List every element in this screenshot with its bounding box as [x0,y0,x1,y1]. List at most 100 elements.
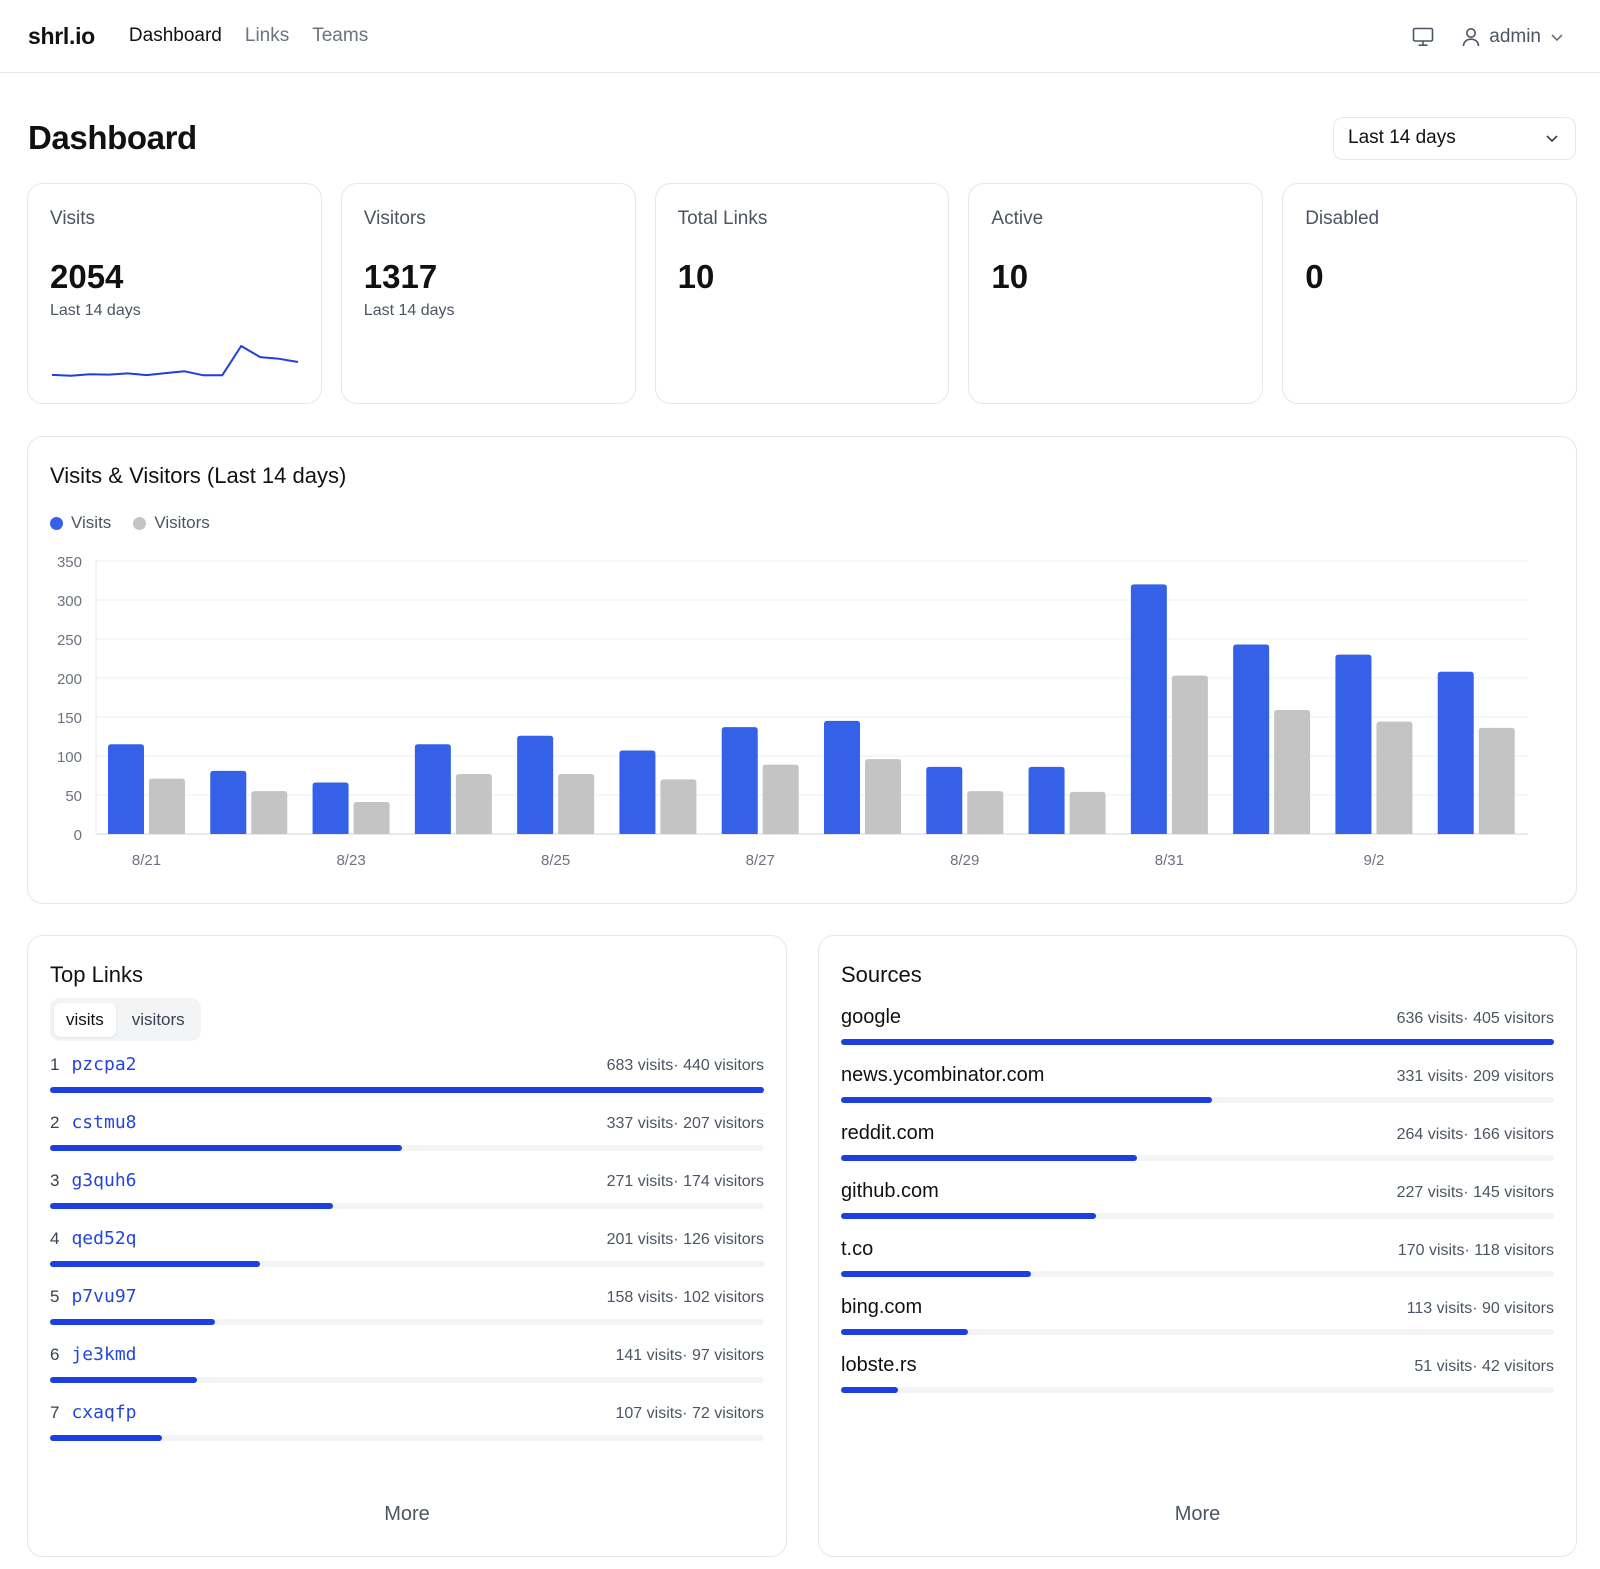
sources-title: Sources [841,962,922,987]
bar-visitors-8-26[interactable] [660,779,697,834]
link-slug[interactable]: cstmu8 [71,1112,137,1133]
top-link-row[interactable]: 2 cstmu8 337 visits· 207 visitors [50,1112,764,1170]
source-row[interactable]: github.com 227 visits· 145 visitors [841,1180,1554,1238]
link-rank: 6 [50,1345,60,1364]
bar-visits-8-24[interactable] [414,744,451,834]
bar-visitors-8-29[interactable] [967,791,1004,834]
bar-visitors-9-3[interactable] [1478,727,1515,834]
bar-visits-8-27[interactable] [721,727,758,834]
legend-item-visitors[interactable]: Visitors [133,513,210,533]
link-slug[interactable]: je3kmd [71,1344,137,1365]
row-stats: 227 visits· 145 visitors [1396,1184,1554,1201]
progress-fill [50,1377,198,1383]
bar-visits-8-25[interactable] [517,735,554,834]
stat-label: Disabled [1305,208,1380,229]
progress-track [50,1319,764,1325]
bar-visits-8-30[interactable] [1028,766,1065,834]
bar-visitors-8-31[interactable] [1171,675,1208,834]
row-line: github.com 227 visits· 145 visitors [841,1180,1554,1210]
top-link-row[interactable]: 5 p7vu97 158 visits· 102 visitors [50,1286,764,1344]
link-slug[interactable]: cxaqfp [71,1402,137,1423]
source-row[interactable]: bing.com 113 visits· 90 visitors [841,1296,1554,1354]
bar-visits-8-22[interactable] [210,770,247,834]
row-line: reddit.com 264 visits· 166 visitors [841,1122,1554,1152]
stat-card-disabled: Disabled 0 [1282,183,1577,404]
nav-dashboard[interactable]: Dashboard [128,25,222,46]
progress-track [841,1213,1554,1219]
sources-more-button[interactable]: More [1174,1503,1221,1525]
bar-visits-8-23[interactable] [312,782,349,834]
source-row[interactable]: t.co 170 visits· 118 visitors [841,1238,1554,1296]
bar-visitors-8-30[interactable] [1069,791,1106,834]
progress-track [50,1435,764,1441]
link-slug[interactable]: pzcpa2 [71,1054,137,1075]
bar-visits-9-1[interactable] [1233,644,1270,834]
y-tick-label: 0 [74,827,82,844]
bar-visitors-9-2[interactable] [1376,721,1413,834]
legend-item-visits[interactable]: Visits [50,513,111,533]
top-link-row[interactable]: 4 qed52q 201 visits· 126 visitors [50,1228,764,1286]
bar-visitors-9-1[interactable] [1274,709,1311,834]
bar-visits-8-21[interactable] [108,744,144,834]
stat-value: 0 [1305,258,1324,295]
progress-track [50,1377,764,1383]
x-tick-label: 8/29 [950,852,979,869]
row-line: 1 pzcpa2 683 visits· 440 visitors [50,1054,764,1084]
tab-visitors[interactable]: visitors [131,1009,185,1029]
row-stats: 201 visits· 126 visitors [606,1231,764,1248]
source-row[interactable]: reddit.com 264 visits· 166 visitors [841,1122,1554,1180]
top-link-row[interactable]: 1 pzcpa2 683 visits· 440 visitors [50,1054,764,1112]
bar-visitors-8-24[interactable] [455,773,492,834]
source-name: google [841,1006,902,1028]
bar-visitors-8-28[interactable] [865,759,901,834]
date-range-select[interactable]: Last 14 days [1333,116,1576,160]
stat-value: 1317 [363,258,438,295]
top-link-row[interactable]: 3 g3quh6 271 visits· 174 visitors [50,1170,764,1228]
row-stats: 636 visits· 405 visitors [1396,1010,1554,1027]
link-slug[interactable]: qed52q [71,1228,137,1249]
bar-visits-8-29[interactable] [926,766,963,834]
bar-visits-8-28[interactable] [824,720,860,834]
link-rank: 5 [50,1287,60,1306]
bar-visits-8-31[interactable] [1130,584,1167,834]
progress-track [841,1329,1554,1335]
source-row[interactable]: google 636 visits· 405 visitors [841,1006,1554,1064]
chart-title: Visits & Visitors (Last 14 days) [50,463,347,488]
bar-visitors-8-25[interactable] [558,773,595,834]
bar-visitors-8-22[interactable] [251,791,288,834]
bar-visitors-8-23[interactable] [353,802,390,834]
monitor-icon[interactable] [1412,27,1434,47]
chevron-down-icon [1550,32,1564,42]
nav-links: Dashboard Links Teams [129,25,368,47]
legend-label: Visits [71,513,112,532]
bar-visitors-8-27[interactable] [762,764,799,834]
source-row[interactable]: lobste.rs 51 visits· 42 visitors [841,1354,1554,1412]
source-row[interactable]: news.ycombinator.com 331 visits· 209 visi… [841,1064,1554,1122]
legend-label: Visitors [154,513,210,532]
link-slug[interactable]: p7vu97 [71,1286,137,1307]
user-menu[interactable]: admin [1462,26,1564,48]
bar-visits-9-2[interactable] [1335,654,1372,834]
row-line: 7 cxaqfp 107 visits· 72 visitors [50,1402,764,1432]
top-link-row[interactable]: 6 je3kmd 141 visits· 97 visitors [50,1344,764,1402]
progress-track [50,1203,764,1209]
nav-teams[interactable]: Teams [312,25,369,46]
brand-logo[interactable]: shrl.io [28,22,95,49]
sources-list: google 636 visits· 405 visitors news.ycomb… [841,1006,1554,1412]
row-left: 1 pzcpa2 [50,1054,137,1075]
progress-fill [50,1145,402,1151]
stat-sub: Last 14 days [50,302,141,319]
link-rank: 7 [50,1403,60,1422]
top-link-row[interactable]: 7 cxaqfp 107 visits· 72 visitors [50,1402,764,1460]
stat-value: 10 [991,258,1029,295]
top-links-more-button[interactable]: More [384,1503,430,1525]
bar-visitors-8-21[interactable] [149,778,185,834]
row-stats: 113 visits· 90 visitors [1406,1300,1554,1317]
tab-visits[interactable]: visits [54,1002,116,1037]
bar-visits-9-3[interactable] [1437,671,1474,834]
bar-visits-8-26[interactable] [619,750,656,834]
link-slug[interactable]: g3quh6 [71,1170,137,1191]
nav-links-page[interactable]: Links [244,25,290,46]
row-stats: 271 visits· 174 visitors [606,1173,764,1190]
legend-dot-icon [50,516,63,530]
